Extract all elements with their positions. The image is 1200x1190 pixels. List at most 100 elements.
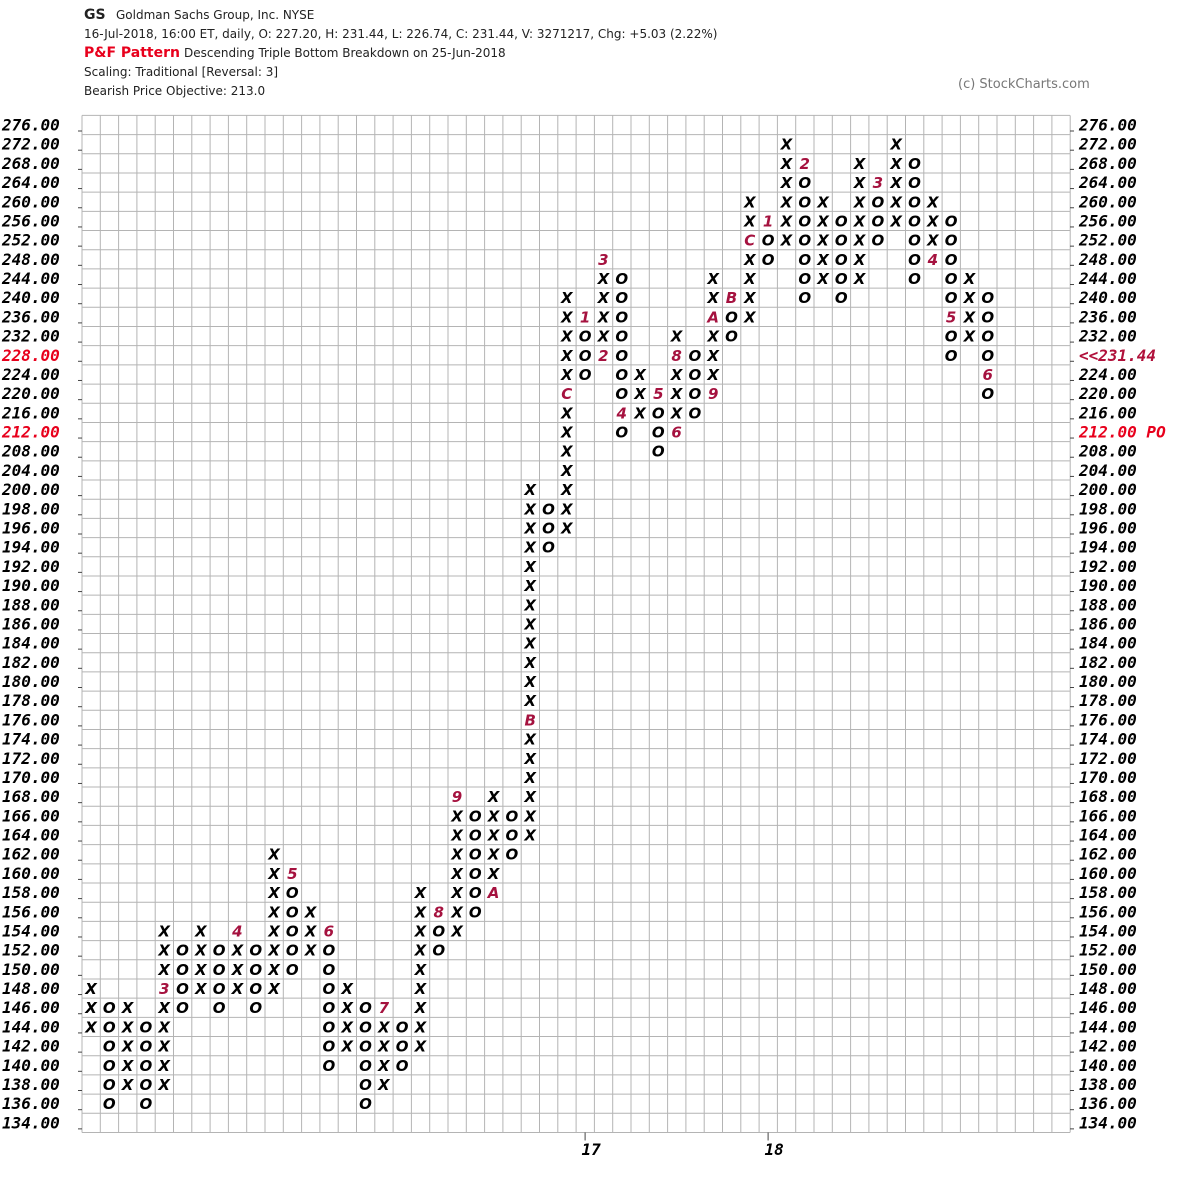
y-tick-label: 268.00 (1, 154, 60, 173)
box-symbol: X (523, 807, 537, 825)
box-symbol: O (872, 212, 885, 230)
y-tick-label: 172.00 (2, 749, 60, 768)
month-marker: 1 (580, 308, 590, 326)
box-symbol: O (432, 942, 445, 960)
box-symbol: X (523, 788, 537, 806)
y-tick-label: 248.00 (1, 250, 60, 269)
box-symbol: O (213, 961, 226, 979)
box-symbol: X (194, 942, 208, 960)
box-symbol: O (798, 270, 811, 288)
y2-tick-label: 186.00 (1079, 614, 1137, 633)
box-symbol: X (414, 942, 428, 960)
box-symbol: O (432, 922, 445, 940)
y2-tick-label: 200.00 (1078, 480, 1137, 499)
box-symbol: X (597, 308, 611, 326)
y-tick-label: 140.00 (2, 1056, 60, 1075)
box-symbol: X (267, 980, 281, 998)
month-marker: 4 (927, 251, 938, 269)
box-symbol: O (103, 1095, 116, 1113)
box-symbol: O (908, 270, 921, 288)
y2-tick-label: 264.00 (1078, 173, 1137, 192)
box-symbol: X (231, 961, 245, 979)
box-symbol: O (615, 366, 628, 384)
box-symbol: X (963, 270, 977, 288)
y-tick-label: 198.00 (2, 499, 60, 518)
box-symbol: X (487, 846, 501, 864)
box-symbol: X (194, 980, 208, 998)
box-symbol: X (523, 769, 537, 787)
pattern: Descending Triple Bottom Breakdown on 25… (184, 46, 506, 60)
box-symbol: X (889, 136, 903, 154)
box-symbol: X (633, 404, 647, 422)
month-marker: 4 (615, 404, 626, 422)
box-symbol: X (450, 846, 464, 864)
box-symbol: X (121, 1057, 135, 1075)
box-symbol: O (359, 1038, 372, 1056)
month-marker: 6 (324, 922, 334, 940)
y-tick-label: 224.00 (1, 365, 60, 384)
box-symbol: X (157, 922, 171, 940)
box-symbol: X (926, 232, 940, 250)
box-symbol: O (798, 289, 811, 307)
y2-tick-label: 176.00 (1079, 710, 1137, 729)
box-symbol: X (487, 865, 501, 883)
box-symbol: X (560, 404, 574, 422)
box-symbol: X (963, 289, 977, 307)
box-symbol: O (213, 999, 226, 1017)
box-symbol: O (506, 846, 519, 864)
scaling: Scaling: Traditional [Reversal: 3] (84, 65, 278, 79)
box-symbol: O (945, 232, 958, 250)
quote: 16-Jul-2018, 16:00 ET, daily, O: 227.20,… (84, 27, 717, 41)
y2-tick-label: 172.00 (1079, 749, 1137, 768)
box-symbol: X (523, 519, 537, 537)
month-marker: 8 (433, 903, 443, 921)
box-symbol: X (414, 980, 428, 998)
y-tick-label: 276.00 (1, 116, 60, 135)
box-symbol: X (157, 1057, 171, 1075)
box-symbol: O (103, 1038, 116, 1056)
box-symbol: O (981, 385, 994, 403)
y-tick-label: 256.00 (1, 211, 60, 230)
y2-tick-label: 154.00 (1079, 921, 1137, 940)
box-symbol: X (414, 903, 428, 921)
y2-tick-label: 140.00 (1079, 1056, 1137, 1075)
box-symbol: X (560, 347, 574, 365)
y-tick-label: 174.00 (2, 730, 60, 749)
box-symbol: O (798, 212, 811, 230)
box-symbol: X (157, 1018, 171, 1036)
box-symbol: X (450, 827, 464, 845)
box-symbol: O (323, 1038, 336, 1056)
y2-tick-label: <<231.44 (1079, 346, 1156, 365)
box-symbol: O (908, 155, 921, 173)
box-symbol: O (945, 347, 958, 365)
box-symbol: O (140, 1057, 153, 1075)
box-symbol: X (780, 212, 794, 230)
box-symbol: O (652, 424, 665, 442)
column: OOO (396, 1018, 409, 1074)
y-tick-label: 188.00 (2, 595, 60, 614)
box-symbol: X (121, 1018, 135, 1036)
box-symbol: O (103, 1076, 116, 1094)
box-symbol: X (450, 884, 464, 902)
box-symbol: X (743, 289, 757, 307)
box-symbol: X (267, 922, 281, 940)
box-symbol: X (414, 922, 428, 940)
box-symbol: X (560, 424, 574, 442)
box-symbol: O (213, 942, 226, 960)
box-symbol: X (853, 174, 867, 192)
box-symbol: X (743, 270, 757, 288)
month-marker: 8 (671, 347, 681, 365)
box-symbol: X (157, 942, 171, 960)
box-symbol: O (323, 999, 336, 1017)
box-symbol: O (359, 1095, 372, 1113)
y2-tick-label: 134.00 (1079, 1113, 1137, 1132)
box-symbol: X (414, 1038, 428, 1056)
y2-tick-label: 166.00 (1079, 806, 1137, 825)
